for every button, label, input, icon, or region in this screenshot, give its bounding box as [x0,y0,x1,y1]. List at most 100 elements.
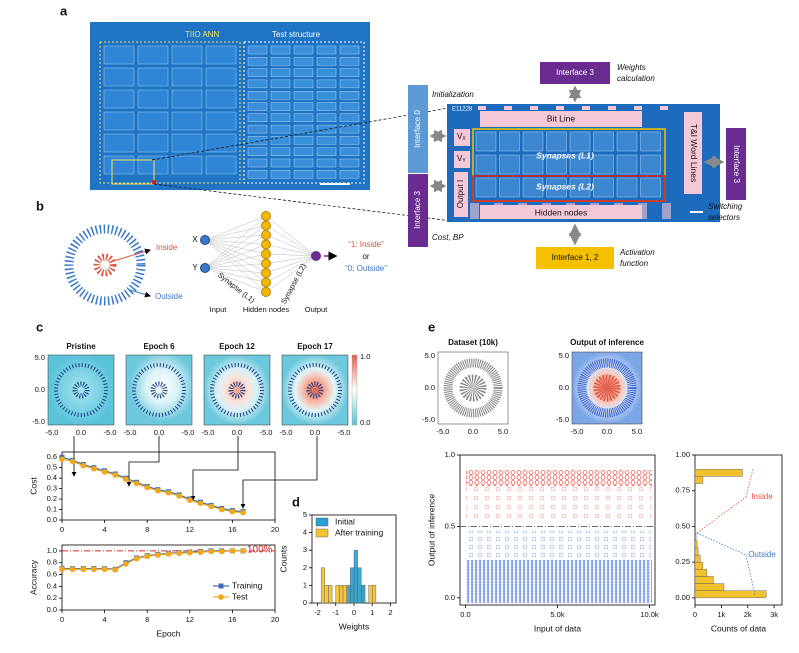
edge [204,253,267,269]
point [229,508,236,515]
test-module [293,90,314,100]
hidden-node [261,258,271,269]
edge [204,239,267,274]
bar [335,585,340,604]
output-text: or [362,252,369,261]
chip-label: Hidden nodes [535,207,587,217]
point [229,548,236,554]
x-tick-label: 20 [271,615,279,624]
synapse-cell [499,177,520,198]
bar [694,583,725,591]
legend-label: After training [335,527,383,537]
x-tick-label: -1 [332,608,339,617]
map-title: Epoch 17 [297,342,333,351]
y-tick-label: 0.2 [47,593,57,602]
ann-module [205,89,237,109]
x-tick-label: 12 [186,525,194,534]
test-module [316,113,337,123]
inside-pointer [109,248,151,263]
chip-label: V [457,154,463,163]
point [144,484,150,491]
point [155,552,161,558]
outside-points [466,530,652,560]
synapse-cell [616,154,638,175]
x-axis-label: Weights [339,621,370,631]
note: Switching [708,202,743,211]
annotation-line [745,468,754,498]
y-tick-label: 0.75 [675,486,690,495]
x-tick-label: 10.0k [640,610,659,619]
point [133,480,140,487]
l2-box [472,175,666,202]
test-module [247,102,268,111]
outside-pointer [129,289,151,298]
hidden-node [261,220,271,231]
x-tick-label: 4 [103,525,107,534]
point [91,465,97,472]
test-module [247,158,268,168]
point [218,548,225,555]
y-tick-label: 1 [303,580,307,589]
bar [342,585,347,604]
test-module [316,102,337,111]
synapse-cell [546,131,567,152]
map-x-tick: -5.0 [571,427,584,436]
ann-module [103,67,135,87]
synapse-cell [593,177,614,198]
ann-module [171,155,203,175]
interface-box [408,174,428,247]
interface-label: Interface 0 [413,110,422,148]
ann-module [137,155,169,175]
x-axis-label: Counts of data [711,623,767,633]
test-module [316,79,337,89]
panel-label: b [36,198,44,213]
legend-label: Initial [335,516,355,526]
hidden-node [261,287,271,297]
point [59,566,65,573]
edge [204,267,267,274]
y-tick-label: 0.4 [47,473,57,482]
pad [556,106,564,110]
y-tick-label: 0.6 [47,452,57,461]
series-line [61,458,244,514]
test-module [339,45,360,55]
x-tick-label: 16 [228,615,236,624]
y-tick-label: 0.0 [47,605,57,614]
map-core [593,374,621,402]
pad [478,106,486,110]
layer-label: Input [210,305,228,314]
x-tick-label: 8 [145,525,149,534]
ann-module [137,111,169,131]
edge [265,253,317,257]
y-tick-label: 0.6 [47,570,57,579]
test-module [339,102,360,111]
chip-label: VY [457,154,466,164]
synapse-cell [522,131,544,152]
x-tick-label: 0 [693,610,697,619]
hidden-node [261,239,271,250]
test-module [316,147,337,156]
test-module [247,79,268,89]
test-module [293,79,314,89]
outside-ring [64,224,146,306]
chip-label: VX [457,132,466,142]
input-label: X [192,235,198,244]
ann-module [103,111,135,131]
test-module [247,57,268,66]
hidden-node [261,249,271,259]
edge [204,225,267,241]
x-tick-label: 0.0 [460,610,470,619]
edge [265,255,317,264]
chip-label: Output I [456,180,465,208]
y-tick-label: 0.00 [675,593,690,602]
ann-region [99,41,241,184]
chip-label: Y [462,158,466,164]
synapse-cells [475,131,661,198]
photo-label: Test structure [272,30,321,39]
point [80,566,87,573]
test-module [339,170,360,179]
x-tick-label: 0 [60,525,64,534]
point [208,548,214,555]
pad [634,106,642,110]
